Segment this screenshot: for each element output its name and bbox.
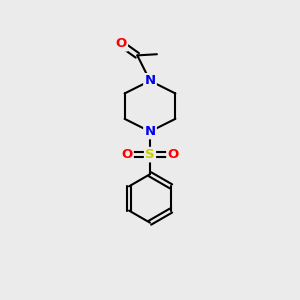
Text: O: O	[121, 148, 133, 161]
Text: O: O	[116, 37, 127, 50]
Text: N: N	[144, 125, 156, 138]
Text: O: O	[167, 148, 179, 161]
Text: S: S	[145, 148, 155, 161]
Text: N: N	[144, 74, 156, 87]
